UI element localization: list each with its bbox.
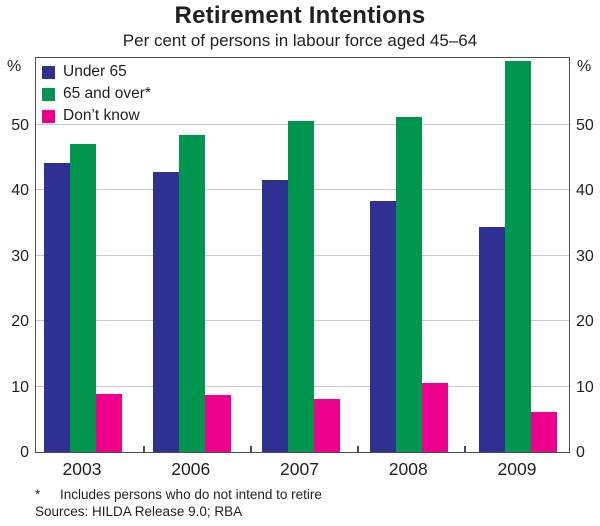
y-axis-label-left-50: 50 — [11, 116, 29, 134]
x-axis-tick — [464, 446, 466, 452]
bar-2009-under-65 — [479, 226, 505, 452]
y-axis-label-left-0: 0 — [20, 444, 29, 461]
bar-2008-dont-know — [422, 382, 449, 452]
bar-2007-dont-know — [313, 398, 340, 452]
y-axis-label-right-30: 30 — [576, 247, 594, 265]
legend-label: 65 and over* — [63, 85, 151, 102]
bar-2003-65-and-over — [70, 144, 96, 452]
sources-line: Sources: HILDA Release 9.0; RBA — [35, 504, 243, 519]
y-axis-label-right-10: 10 — [576, 378, 594, 396]
x-axis-label-2006: 2006 — [171, 459, 211, 479]
legend-swatch-icon — [42, 87, 55, 101]
legend-swatch-icon — [42, 109, 55, 123]
x-axis-label-2007: 2007 — [280, 459, 319, 479]
x-axis-label-2009: 2009 — [497, 459, 537, 479]
chart-title: Retirement Intentions — [174, 2, 426, 29]
bar-2006-65-and-over — [178, 134, 205, 452]
bar-2006-under-65 — [152, 171, 179, 452]
bar-2008-65-and-over — [396, 116, 423, 452]
x-axis-label-2003: 2003 — [62, 459, 102, 479]
legend-item-1: 65 and over* — [42, 85, 151, 102]
footnote-marker: * — [35, 487, 41, 502]
footnote-text: Includes persons who do not intend to re… — [60, 487, 322, 502]
legend-label: Don’t know — [63, 107, 140, 124]
legend: Under 65 65 and over* Don’t know — [42, 63, 151, 130]
chart-subtitle: Per cent of persons in labour force aged… — [122, 31, 478, 50]
legend-item-0: Under 65 — [42, 63, 151, 80]
y-axis-unit-left: % — [7, 58, 22, 75]
bar-2003-dont-know — [96, 393, 122, 452]
legend-label: Under 65 — [63, 63, 127, 80]
bar-2008-under-65 — [370, 201, 397, 452]
y-axis-label-right-20: 20 — [576, 313, 594, 331]
y-axis-label-left-30: 30 — [11, 247, 29, 265]
y-axis-label-left-10: 10 — [11, 378, 29, 396]
bar-2006-dont-know — [204, 395, 231, 452]
x-axis-tick — [250, 446, 252, 452]
y-axis-unit-right: % — [577, 58, 592, 75]
bar-2007-under-65 — [261, 180, 288, 452]
y-axis-label-right-40: 40 — [576, 182, 594, 200]
y-axis-label-right-0: 0 — [576, 444, 585, 461]
footnote: * Includes persons who do not intend to r… — [35, 487, 322, 502]
x-axis-label-2008: 2008 — [388, 459, 428, 479]
y-axis-label-left-40: 40 — [11, 182, 29, 200]
bar-2009-dont-know — [531, 412, 557, 452]
bar-2003-under-65 — [44, 163, 70, 452]
y-axis-label-right-50: 50 — [576, 116, 594, 134]
x-axis-tick — [357, 446, 359, 452]
plot-area: Under 65 65 and over* Don’t know — [35, 57, 570, 453]
bar-2007-65-and-over — [287, 121, 314, 452]
legend-item-2: Don’t know — [42, 107, 151, 124]
y-axis-label-left-20: 20 — [11, 313, 29, 331]
legend-swatch-icon — [42, 65, 55, 79]
x-axis-tick — [143, 446, 145, 452]
bar-2009-65-and-over — [505, 60, 531, 452]
